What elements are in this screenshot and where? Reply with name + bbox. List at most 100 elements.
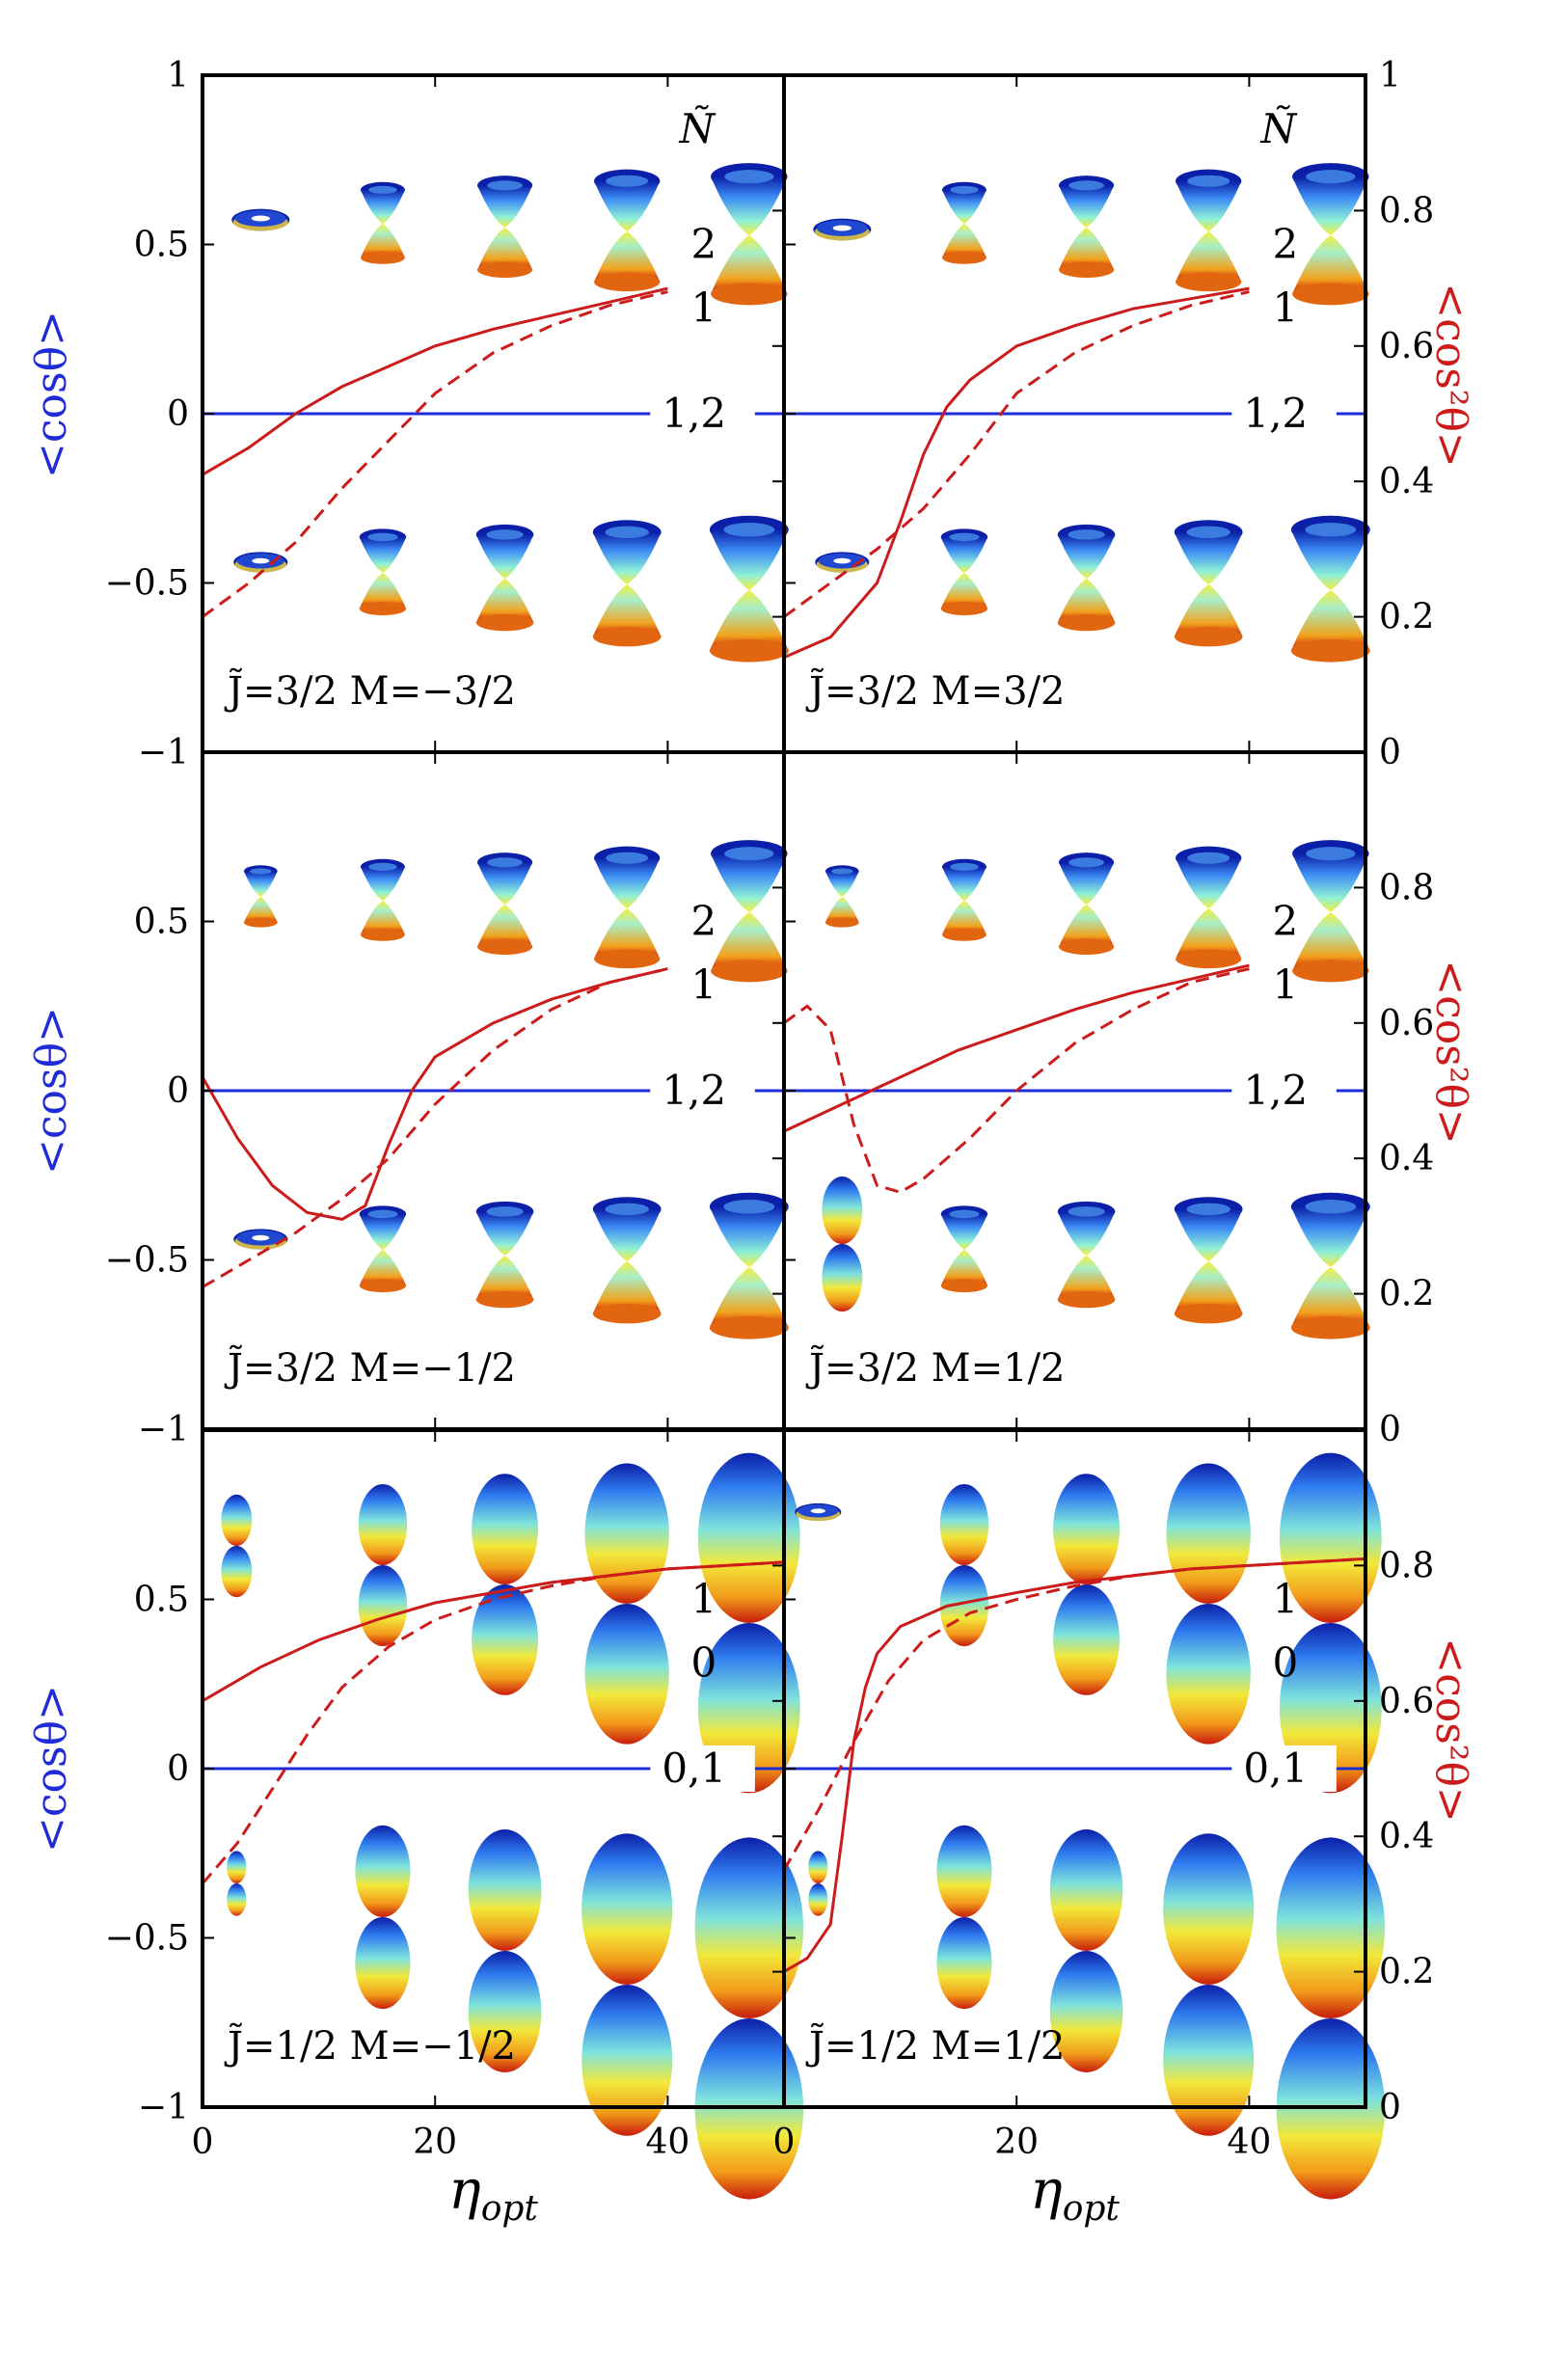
orbital-upper-lobe (472, 1474, 538, 1584)
orbital-upper-lobe (221, 1494, 253, 1546)
orbital-base (1292, 283, 1369, 306)
curve-label-upper: 1 (1273, 1576, 1299, 1623)
orbital-lower-lobe (584, 1604, 669, 1745)
panel-state-label: J̃=3/2 M=−3/2 (224, 668, 516, 714)
orbital-upper-cone (940, 536, 988, 573)
orbital-lower-cone (592, 584, 662, 637)
orbital-hourglass (475, 524, 534, 632)
orbital-lower-cone (1292, 235, 1369, 294)
orbital-hourglass (940, 1205, 988, 1293)
label-gap (650, 1068, 755, 1114)
orbital-base (594, 272, 661, 292)
y-tick-label-left: 0 (167, 1071, 189, 1111)
panel-state-label: J̃=3/2 M=−1/2 (224, 1345, 516, 1391)
orbital-upper-cone (941, 866, 987, 901)
orbital-lobes (1166, 1463, 1251, 1745)
orbital-lower-cone (594, 908, 661, 960)
orbital-lower-cone (594, 231, 661, 283)
orbital-base (592, 626, 662, 647)
orbital-inner (949, 1209, 980, 1219)
y-tick-label-left: −1 (138, 1410, 189, 1449)
orbital-lower-lobe (358, 1565, 408, 1646)
cos2-curve-dashed (783, 290, 1250, 618)
orbital-inner (1068, 1206, 1105, 1217)
y-tick-label-right: 0.6 (1379, 1004, 1434, 1043)
orbital-hourglass (1290, 1192, 1370, 1339)
orbital-inner (1306, 170, 1356, 184)
orbital-upper-lobe (1279, 1452, 1382, 1624)
x-axis-label-eta: η (448, 2159, 481, 2222)
orbital-lobes (221, 1494, 253, 1598)
orbital-base (1290, 638, 1370, 663)
x-tick-label: 40 (1227, 2123, 1271, 2162)
y-tick-label-left: 0 (167, 394, 189, 434)
y-tick-label-right: 0.6 (1379, 327, 1434, 366)
orbital-inner (487, 857, 523, 868)
orbital-upper-cone (825, 871, 859, 897)
y-tick-label-left: −0.5 (105, 564, 189, 604)
orbital-inner (368, 862, 397, 871)
orbital-upper-lobe (468, 1829, 542, 1951)
orbital-hourglass (592, 520, 662, 647)
orbital-lobes (358, 1484, 408, 1646)
orbital-upper-lobe (939, 1484, 989, 1565)
orbital-hourglass (1292, 840, 1369, 983)
y-axis-label-right: <cos²θ> (1426, 1637, 1475, 1823)
orbital-base (359, 1279, 407, 1293)
panel-state-label: J̃=3/2 M=1/2 (805, 1345, 1066, 1391)
y-axis-label-left: <cosθ> (27, 1685, 76, 1853)
orbital-inner (724, 847, 774, 861)
orbital-upper-lobe (1166, 1463, 1251, 1604)
orbital-upper-cone (709, 529, 789, 590)
cos2-curve-solid (202, 286, 668, 476)
orbital-upper-cone (1292, 176, 1369, 235)
orbital-base (709, 1315, 789, 1339)
orbital-base (360, 928, 405, 941)
orbital-hourglass (1059, 176, 1115, 278)
orbital-lobes (936, 1825, 992, 2010)
orbital-upper-cone (1059, 862, 1115, 905)
orbital-upper-cone (1290, 529, 1370, 590)
orbital-upper-lobe (355, 1825, 411, 1917)
orbital-lobes (1163, 1833, 1255, 2136)
orbital-lobes (822, 1177, 863, 1312)
orbital-base (940, 1279, 988, 1293)
curve-label-overlap: 1,2 (662, 390, 726, 437)
curve-label-overlap: 1,2 (662, 1067, 726, 1114)
y-axis-label-right: <cos²θ> (1426, 283, 1475, 468)
orbital-lobes (1049, 1829, 1123, 2072)
y-tick-label-left: −1 (138, 733, 189, 772)
curve-label-upper: 2 (1273, 221, 1299, 268)
orbital-lobes (808, 1851, 828, 1916)
orbital-upper-cone (711, 176, 788, 235)
orbital-lower-cone (243, 897, 278, 923)
orbital-lobes (1276, 1837, 1386, 2200)
orbital-torus (233, 552, 288, 573)
orbital-base (941, 928, 987, 941)
orbital-upper-cone (592, 1208, 662, 1261)
orbital-lower-lobe (468, 1951, 542, 2072)
y-tick-label-left: 0.5 (134, 1581, 189, 1620)
cos2-curve-solid (201, 967, 668, 1221)
orbital-upper-lobe (694, 1837, 804, 2018)
y-tick-label-left: 0 (167, 1749, 189, 1789)
orbital-lower-cone (1174, 584, 1243, 637)
x-tick-label: 0 (192, 2123, 214, 2162)
orbital-torus (813, 218, 872, 241)
curve-label-lower: 1 (1273, 284, 1299, 332)
orbital-lower-cone (477, 905, 533, 947)
panel-0-1: 2 1 1,2 Ñ J̃=3/2 M=3/2 1 0.8 0.6 0.4 0.2 0 <cos²θ> (782, 56, 1475, 772)
orbital-hourglass (592, 1197, 662, 1324)
y-tick-label-left: 0.5 (134, 903, 189, 942)
orbital-upper-lobe (584, 1463, 669, 1604)
orbital-hole (810, 1508, 825, 1514)
orbital-hourglass (360, 181, 405, 264)
orbital-inner (487, 180, 523, 191)
y-axis-label-left: <cosθ> (27, 1007, 76, 1175)
orbital-upper-lobe (1276, 1837, 1386, 2018)
y-tick-label-right: 0 (1379, 733, 1401, 772)
y-axis-label-left: <cosθ> (27, 311, 76, 478)
orbital-upper-cone (1176, 180, 1242, 231)
orbital-hourglass (1057, 524, 1116, 632)
orbital-torus (231, 208, 290, 231)
